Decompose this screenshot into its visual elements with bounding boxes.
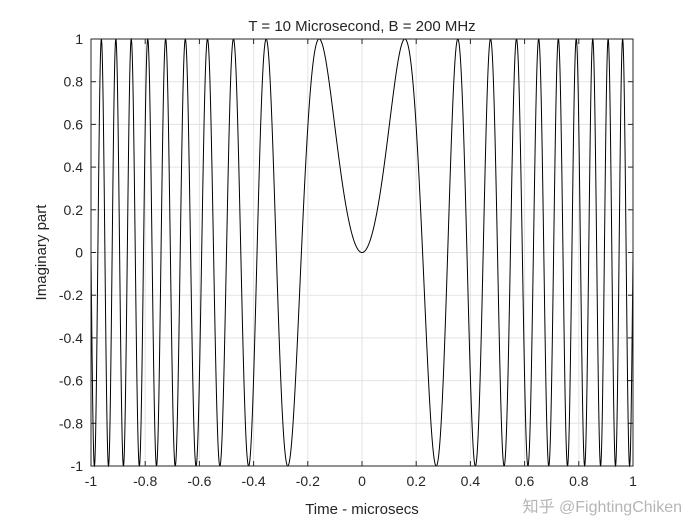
x-tick-label: -0.8: [133, 473, 157, 489]
y-axis-label: Imaginary part: [33, 204, 50, 301]
y-tick-label: 0.4: [64, 159, 84, 175]
x-tick-label: -0.2: [296, 473, 320, 489]
y-tick-label: -0.2: [59, 287, 83, 303]
x-tick-label: 0.4: [461, 473, 481, 489]
y-tick-label: -1: [71, 458, 84, 474]
x-tick-label: -1: [85, 473, 98, 489]
x-tick-label: 0.2: [406, 473, 426, 489]
y-tick-label: 0.2: [64, 202, 84, 218]
chart-title: T = 10 Microsecond, B = 200 MHz: [248, 18, 475, 35]
y-tick-label: -0.8: [59, 415, 83, 431]
x-axis-label: Time - microsecs: [305, 501, 419, 518]
y-tick-label: 0: [75, 245, 83, 261]
x-tick-label: 0: [358, 473, 366, 489]
x-tick-label: -0.6: [187, 473, 211, 489]
y-tick-label: 0.8: [64, 74, 84, 90]
y-tick-label: -0.4: [59, 330, 83, 346]
series-line: [90, 37, 634, 468]
y-tick-label: 1: [75, 31, 83, 47]
x-tick-label: -0.4: [242, 473, 266, 489]
watermark: 知乎 @FightingChiken: [522, 499, 682, 516]
axes-box: [90, 38, 634, 467]
x-tick-label: 0.6: [515, 473, 535, 489]
x-tick-label: 1: [629, 473, 637, 489]
y-tick-label: -0.6: [59, 373, 83, 389]
x-tick-label: 0.8: [569, 473, 589, 489]
y-tick-label: 0.6: [64, 116, 84, 132]
